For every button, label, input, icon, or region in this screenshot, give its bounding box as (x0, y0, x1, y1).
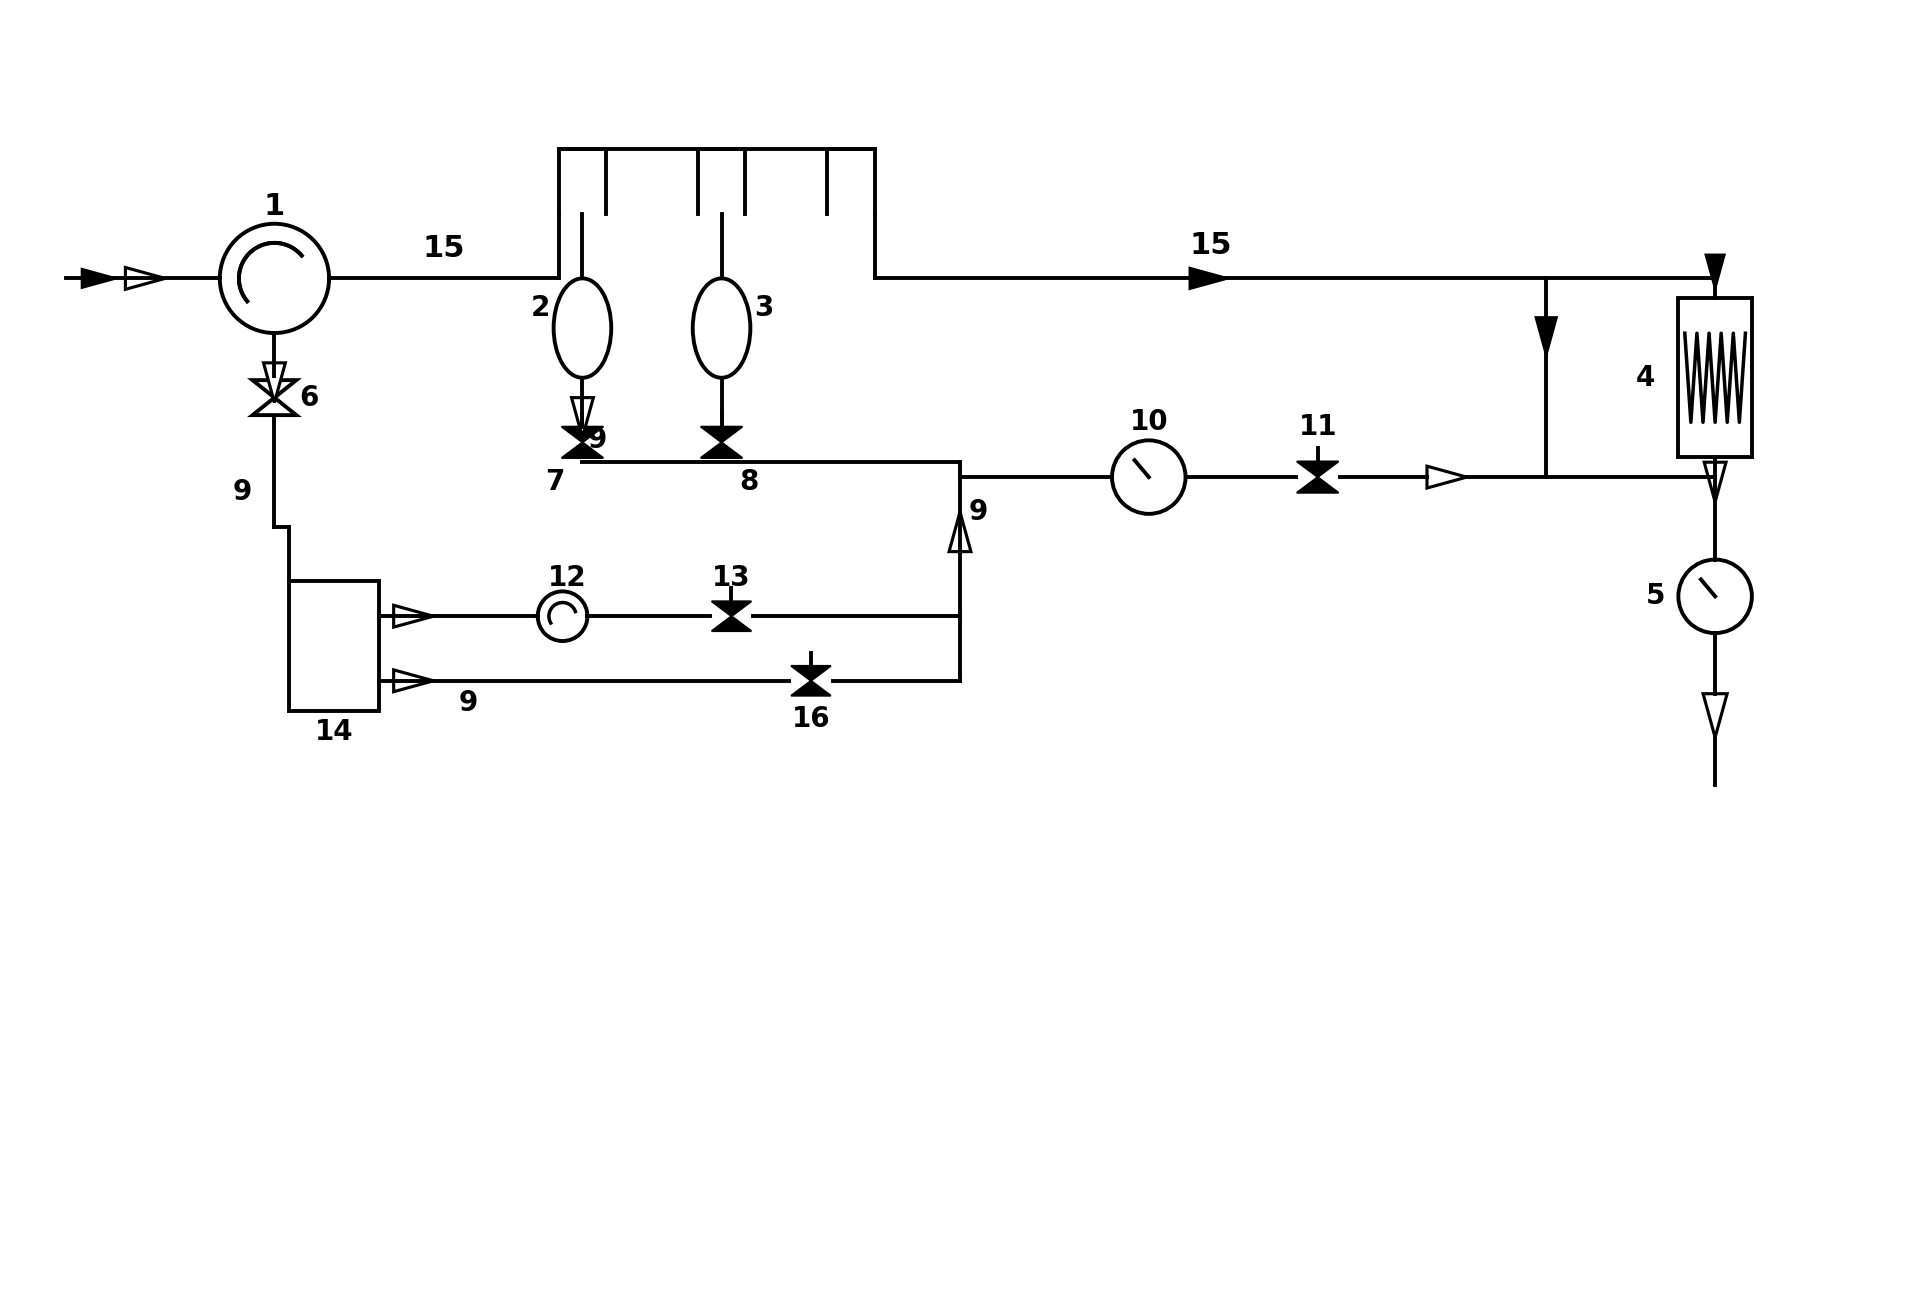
Polygon shape (394, 670, 434, 692)
Text: 5: 5 (1645, 582, 1665, 610)
Polygon shape (1705, 463, 1726, 502)
Polygon shape (81, 267, 121, 289)
Text: 13: 13 (712, 565, 751, 592)
Polygon shape (1703, 693, 1728, 737)
Polygon shape (1705, 254, 1726, 293)
Text: 6: 6 (300, 384, 319, 412)
Polygon shape (1534, 316, 1559, 360)
Polygon shape (712, 601, 751, 616)
Polygon shape (572, 398, 593, 437)
Polygon shape (948, 512, 972, 552)
Text: 4: 4 (1636, 364, 1655, 391)
Polygon shape (712, 616, 751, 631)
Polygon shape (253, 398, 296, 415)
Text: 15: 15 (1188, 231, 1231, 260)
Polygon shape (561, 442, 603, 457)
Text: 7: 7 (545, 468, 564, 496)
Polygon shape (1296, 477, 1338, 492)
Text: 12: 12 (549, 565, 588, 592)
Text: 9: 9 (588, 426, 607, 455)
Bar (290, 582, 378, 710)
Polygon shape (1296, 461, 1338, 477)
Text: 9: 9 (459, 688, 478, 717)
Text: 9: 9 (968, 498, 987, 526)
Text: 11: 11 (1298, 413, 1336, 442)
Text: 8: 8 (739, 468, 758, 496)
Polygon shape (561, 426, 603, 442)
Polygon shape (253, 380, 296, 398)
Text: 14: 14 (315, 718, 353, 746)
Bar (1678, 298, 1753, 457)
Text: 16: 16 (791, 705, 829, 732)
Polygon shape (701, 442, 743, 457)
Text: 2: 2 (532, 294, 551, 323)
Polygon shape (791, 680, 831, 696)
Polygon shape (263, 363, 286, 403)
Polygon shape (791, 666, 831, 680)
Text: 1: 1 (263, 192, 284, 222)
Text: 15: 15 (422, 235, 465, 263)
Polygon shape (1188, 267, 1233, 290)
Polygon shape (394, 605, 434, 627)
Polygon shape (125, 267, 165, 289)
Text: 3: 3 (755, 294, 774, 323)
Text: 10: 10 (1129, 408, 1167, 437)
Text: 9: 9 (232, 478, 252, 505)
Polygon shape (1427, 467, 1467, 489)
Polygon shape (701, 426, 743, 442)
